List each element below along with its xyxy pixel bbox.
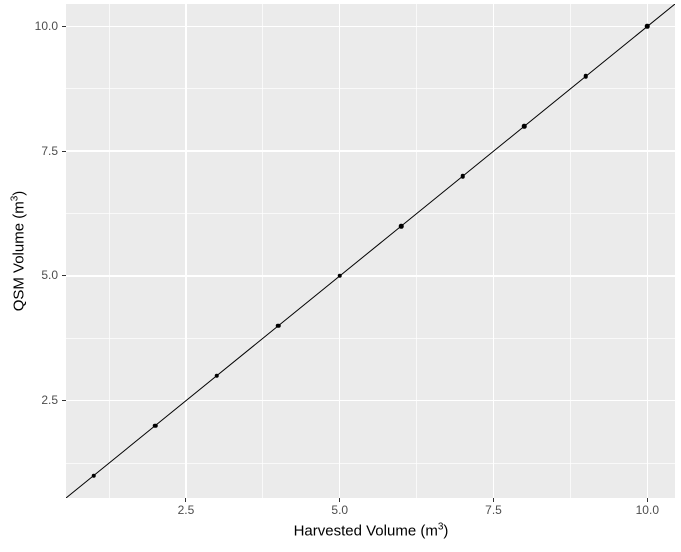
y-tick-label: 5.0 — [41, 268, 58, 283]
y-minor-gridline — [66, 213, 675, 215]
data-point — [275, 323, 281, 329]
data-point — [645, 24, 650, 29]
data-point — [583, 74, 589, 79]
x-major-gridline — [338, 4, 341, 498]
y-minor-gridline — [66, 462, 675, 464]
x-axis-title-superscript: 3 — [437, 521, 444, 533]
data-point — [91, 473, 96, 478]
y-major-gridline — [66, 275, 675, 277]
y-tick-mark — [62, 275, 66, 277]
fit-line — [66, 4, 675, 498]
data-point — [399, 223, 404, 229]
y-major-gridline — [66, 399, 675, 402]
y-minor-gridline — [66, 337, 675, 339]
y-tick-label: 10.0 — [34, 18, 58, 33]
data-point — [460, 173, 466, 179]
x-tick-label: 2.5 — [177, 503, 195, 517]
x-minor-gridline — [262, 4, 264, 498]
x-tick-mark — [646, 498, 648, 502]
x-tick-mark — [185, 498, 187, 502]
data-point — [152, 423, 158, 428]
y-tick-mark — [62, 25, 66, 27]
x-major-gridline — [646, 4, 649, 498]
data-point — [214, 373, 219, 378]
x-axis-title: Harvested Volume (m3) — [293, 521, 449, 540]
y-minor-gridline — [66, 88, 675, 90]
x-tick-mark — [339, 498, 341, 502]
x-tick-label: 10.0 — [635, 503, 659, 517]
y-major-gridline — [66, 25, 675, 28]
y-tick-label: 2.5 — [41, 393, 58, 408]
x-minor-gridline — [416, 4, 418, 498]
x-minor-gridline — [569, 4, 571, 498]
x-tick-mark — [493, 498, 495, 502]
x-tick-label: 5.0 — [331, 503, 349, 517]
y-tick-mark — [62, 400, 66, 402]
x-axis-title-suffix: ) — [443, 522, 449, 540]
x-minor-gridline — [108, 4, 110, 498]
x-major-gridline — [185, 4, 187, 498]
y-axis-title-text: QSM Volume (m — [10, 201, 28, 312]
plot-panel — [66, 4, 675, 498]
x-axis-title-text: Harvested Volume (m — [293, 522, 438, 540]
x-major-gridline — [492, 4, 495, 498]
data-point — [337, 273, 342, 279]
y-tick-label: 7.5 — [41, 143, 58, 158]
y-axis-title: QSM Volume (m3) — [9, 190, 28, 312]
y-axis-title-superscript: 3 — [9, 195, 21, 202]
y-major-gridline — [66, 150, 675, 152]
x-tick-label: 7.5 — [485, 503, 502, 517]
y-tick-mark — [62, 150, 66, 152]
data-point — [522, 124, 527, 129]
y-axis-title-suffix: ) — [10, 190, 28, 196]
